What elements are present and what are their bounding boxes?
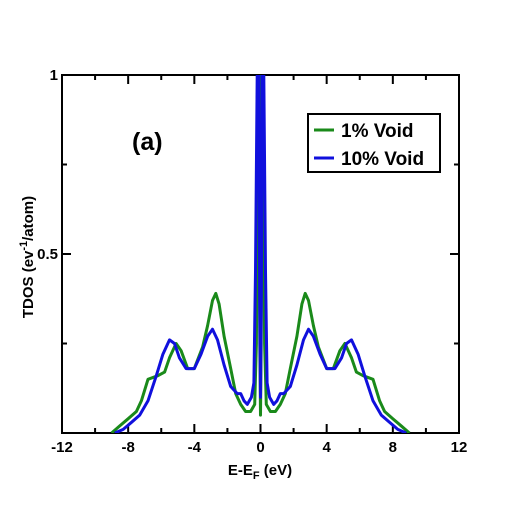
y-tick-label: 0.5 [37, 246, 58, 263]
legend-label-1pct-void: 1% Void [341, 121, 414, 142]
x-tick-label: -12 [51, 439, 73, 456]
legend-box [307, 113, 441, 173]
series-line-1pct-void [110, 75, 411, 433]
series-layer [110, 75, 411, 433]
y-axis-title: TDOS (ev-1/atom) [18, 196, 37, 318]
axis-tick-labels: -12 -8 -4 0 4 8 12 0.5 1 [37, 67, 467, 456]
y-tick-label: 1 [50, 67, 58, 84]
x-tick-label: 8 [389, 439, 397, 456]
x-axis-title: E-EF (eV) [228, 462, 292, 482]
x-tick-label: 4 [322, 439, 331, 456]
x-tick-label: 12 [451, 439, 468, 456]
legend-label-10pct-void: 10% Void [341, 149, 424, 170]
x-tick-label: 0 [256, 439, 264, 456]
series-line-10pct-void [114, 75, 407, 433]
x-tick-label: -8 [121, 439, 134, 456]
legend: 1% Void 10% Void [307, 113, 441, 173]
axis-ticks [61, 74, 460, 433]
x-tick-label: -4 [188, 439, 202, 456]
panel-label: (a) [132, 128, 163, 156]
